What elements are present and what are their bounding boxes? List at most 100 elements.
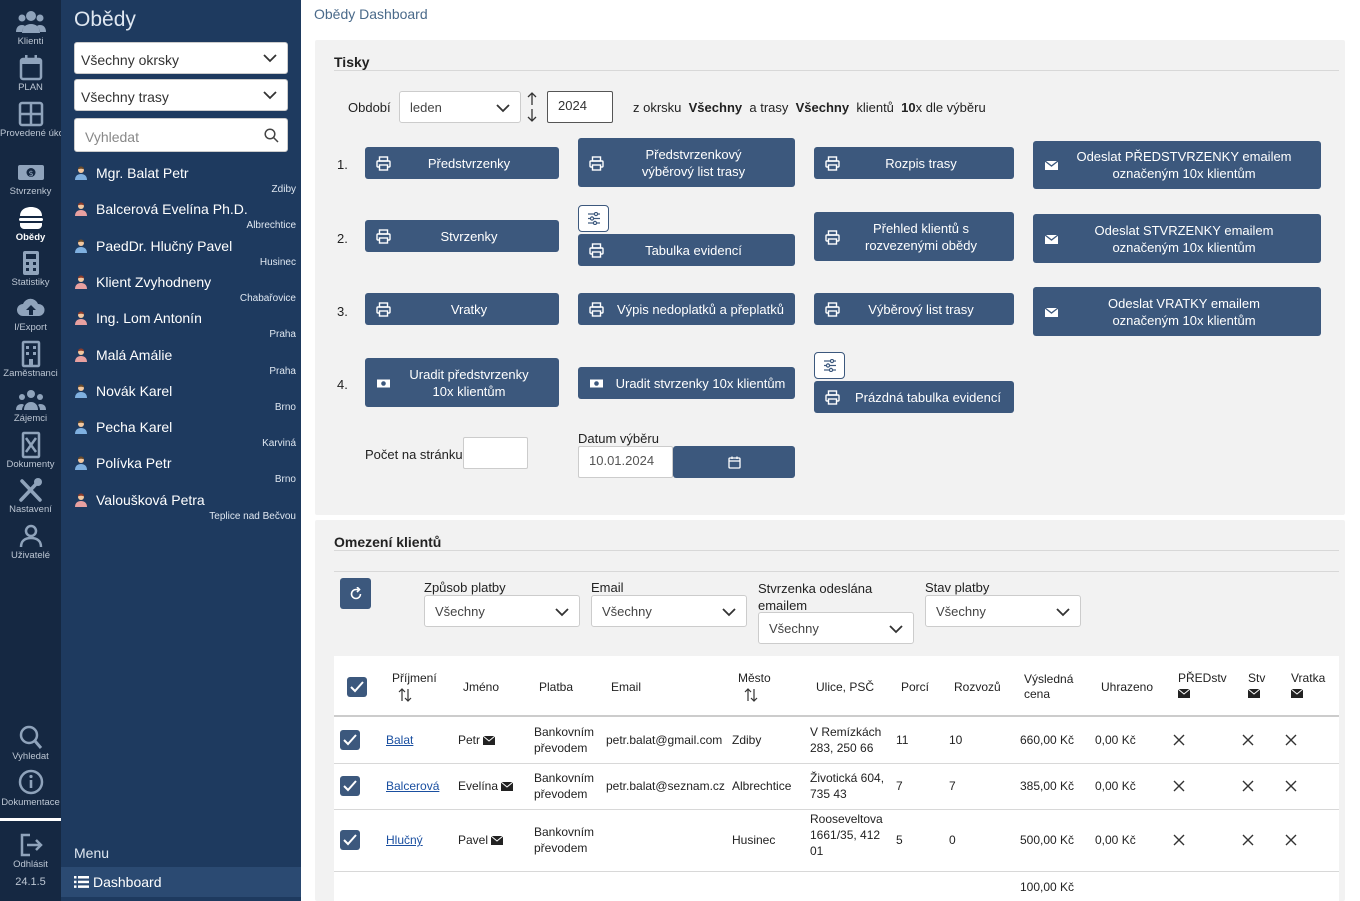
rail-item-uzivatele[interactable]: Uživatelé (0, 520, 61, 564)
person-icon (75, 166, 87, 180)
month-select[interactable]: leden (399, 91, 521, 123)
sort-arrows-icon[interactable] (526, 92, 538, 122)
client-city: Praha (269, 329, 296, 341)
filter-value: Všechny (435, 604, 485, 619)
district-select-value: Všechny okrsky (81, 52, 180, 68)
rail-item-vyhledat[interactable]: Vyhledat (0, 721, 61, 765)
client-list-item[interactable]: Valoušková Petra Teplice nad Bečvou (74, 487, 296, 523)
empty-evidence-settings-button[interactable] (814, 352, 845, 379)
payment-method: Bankovním převodem (534, 825, 595, 855)
rozpis-trasy-button[interactable]: Rozpis trasy (814, 147, 1014, 179)
uradit-stvrzenky-button[interactable]: Uradit stvrzenky 10x klientům (578, 367, 795, 399)
calendar-button[interactable] (673, 446, 795, 478)
client-list-item[interactable]: Mgr. Balat Petr Zdiby (74, 160, 296, 196)
select-all-checkbox[interactable] (347, 677, 367, 697)
client-surname-link[interactable]: Balcerová (386, 779, 440, 793)
divider (334, 571, 1339, 572)
column-header-predstv: PŘEDstv (1178, 671, 1227, 685)
client-list-item[interactable]: Klient Zvyhodneny Chabařovice (74, 269, 296, 305)
year-input[interactable]: 2024 (547, 91, 613, 123)
client-city: Teplice nad Bečvou (209, 510, 296, 522)
send-predstvrzenky-button[interactable]: Odeslat PŘEDSTVRZENKY emailem označeným … (1033, 141, 1321, 189)
rail-item-klienti[interactable]: Klienti (0, 6, 61, 50)
row-checkbox[interactable] (340, 730, 360, 750)
stvrzenky-button[interactable]: Stvrzenky (365, 220, 559, 252)
person-icon (75, 202, 87, 217)
client-list-item[interactable]: PaedDr. Hlučný Pavel Husinec (74, 233, 296, 269)
predstvrzenkovy-list-button[interactable]: Předstvrzenkový výběrový list trasy (578, 138, 795, 187)
page-title: Obědy Dashboard (314, 6, 428, 22)
sliders-icon (824, 359, 836, 372)
portions: 5 (896, 833, 903, 847)
rail-item-obedy[interactable]: Obědy (0, 202, 61, 246)
tabulka-evidenci-button[interactable]: Tabulka evidencí (578, 234, 795, 266)
send-stvrzenky-button[interactable]: Odeslat STVRZENKY emailem označeným 10x … (1033, 214, 1321, 263)
row-checkbox[interactable] (340, 830, 360, 850)
building-icon (21, 340, 40, 368)
client-list-item[interactable]: Malá Amálie Praha (74, 342, 296, 378)
client-name: Malá Amálie (96, 346, 173, 363)
client-search-input[interactable]: Vyhledat (74, 118, 288, 152)
district-select[interactable]: Všechny okrsky (74, 42, 288, 74)
filter-label: Email (591, 580, 624, 595)
receipt-sent-filter-select[interactable]: Všechny (758, 612, 914, 644)
vratky-button[interactable]: Vratky (365, 293, 559, 325)
rail-item-dokumentace[interactable]: Dokumentace (0, 767, 61, 811)
button-label: Uradit předstvrzenky 10x klientům (409, 366, 529, 399)
uradit-predstvrzenky-button[interactable]: Uradit předstvrzenky 10x klientům (365, 358, 559, 407)
client-list-item[interactable]: Polívka Petr Brno (74, 450, 296, 486)
rail-item-statistiky[interactable]: Statistiky (0, 247, 61, 291)
route-select[interactable]: Všechny trasy (74, 79, 288, 111)
button-label: Tabulka evidencí (645, 242, 742, 258)
rail-item-stvrzenky[interactable]: $ Stvrzenky (0, 156, 61, 200)
rail-item-zamestnanci[interactable]: Zaměstnanci (0, 338, 61, 382)
rail-item-odhlasit[interactable]: Odhlásit (0, 829, 61, 873)
chevron-down-icon (263, 54, 277, 63)
rail-item-plan[interactable]: PLAN (0, 52, 61, 96)
prehled-klientu-button[interactable]: Přehled klientů s rozvezenými obědy (814, 212, 1014, 261)
client-surname-link[interactable]: Hlučný (386, 833, 423, 847)
rail-item-provedene-ukony[interactable]: Provedené úkony (0, 98, 74, 142)
client-list-item[interactable]: Balcerová Evelína Ph.D. Albrechtice (74, 196, 296, 232)
vyberovy-list-trasy-button[interactable]: Výběrový list trasy (814, 293, 1014, 325)
payment-status-filter-select[interactable]: Všechny (925, 595, 1081, 627)
rail-item-nastaveni[interactable]: Nastavení (0, 474, 61, 518)
client-city: Zdiby (271, 184, 296, 195)
sort-icon[interactable] (398, 688, 412, 702)
refresh-button[interactable] (340, 578, 371, 609)
deliveries: 0 (949, 833, 956, 847)
payment-filter-select[interactable]: Všechny (424, 595, 580, 627)
client-surname-link[interactable]: Balat (386, 733, 414, 747)
rail-item-export[interactable]: I/Export (0, 292, 61, 336)
button-label: Odeslat PŘEDSTVRZENKY emailem označeným … (1076, 149, 1292, 181)
client-list-item[interactable]: Pecha Karel Karviná (74, 414, 296, 450)
prazdna-tabulka-button[interactable]: Prázdná tabulka evidencí (814, 381, 1014, 413)
printer-icon (589, 302, 604, 317)
send-vratky-button[interactable]: Odeslat VRATKY emailem označeným 10x kli… (1033, 287, 1321, 336)
envelope-icon (1248, 689, 1260, 698)
client-firstname: Petr (458, 732, 496, 748)
row-checkbox[interactable] (340, 776, 360, 796)
predstvrzenky-button[interactable]: Předstvrzenky (365, 147, 559, 179)
column-header-mesto[interactable]: Město (738, 671, 771, 685)
column-header-prijmeni[interactable]: Příjmení (392, 671, 437, 685)
rail-item-dokumenty[interactable]: Dokumenty (0, 429, 61, 473)
date-input[interactable]: 10.01.2024 (578, 446, 673, 478)
firstname-text: Evelína (458, 779, 499, 793)
search-placeholder: Vyhledat (85, 129, 139, 145)
evidence-settings-button[interactable] (578, 205, 609, 232)
checkmark-icon (343, 780, 357, 792)
divider (334, 70, 1339, 71)
vratka-not-sent-icon (1285, 734, 1297, 746)
rail-item-zajemci[interactable]: Zájemci (0, 383, 61, 427)
money-icon (590, 379, 603, 388)
printer-icon (825, 390, 840, 405)
vypis-nedoplatku-button[interactable]: Výpis nedoplatků a přeplatků (578, 293, 795, 325)
client-list-item[interactable]: Novák Karel Brno (74, 378, 296, 414)
dashboard-menu-item[interactable]: Dashboard (61, 867, 301, 897)
per-page-input[interactable] (463, 437, 528, 469)
sort-icon[interactable] (744, 688, 758, 702)
money-icon (377, 379, 390, 387)
email-filter-select[interactable]: Všechny (591, 595, 747, 627)
client-list-item[interactable]: Ing. Lom Antonín Praha (74, 305, 296, 341)
